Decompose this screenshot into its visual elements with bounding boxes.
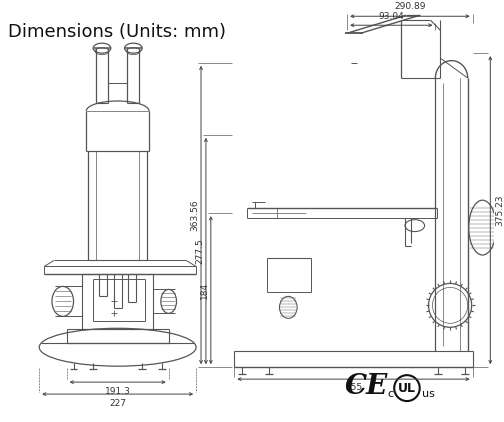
Text: CE: CE — [345, 373, 389, 400]
Text: UL: UL — [398, 381, 416, 395]
Text: 93.04: 93.04 — [379, 12, 404, 21]
Text: 290.89: 290.89 — [394, 2, 426, 11]
Text: 277.5: 277.5 — [195, 238, 204, 264]
Text: 184: 184 — [200, 281, 209, 299]
Text: 255: 255 — [345, 383, 362, 392]
Text: c: c — [388, 389, 394, 399]
Text: Dimensions (Units: mm): Dimensions (Units: mm) — [8, 23, 226, 41]
Text: 375.23: 375.23 — [495, 195, 504, 226]
Text: 363.56: 363.56 — [190, 199, 199, 231]
Text: 191.3: 191.3 — [105, 387, 131, 396]
Text: us: us — [422, 389, 434, 399]
Text: 227: 227 — [109, 399, 126, 408]
